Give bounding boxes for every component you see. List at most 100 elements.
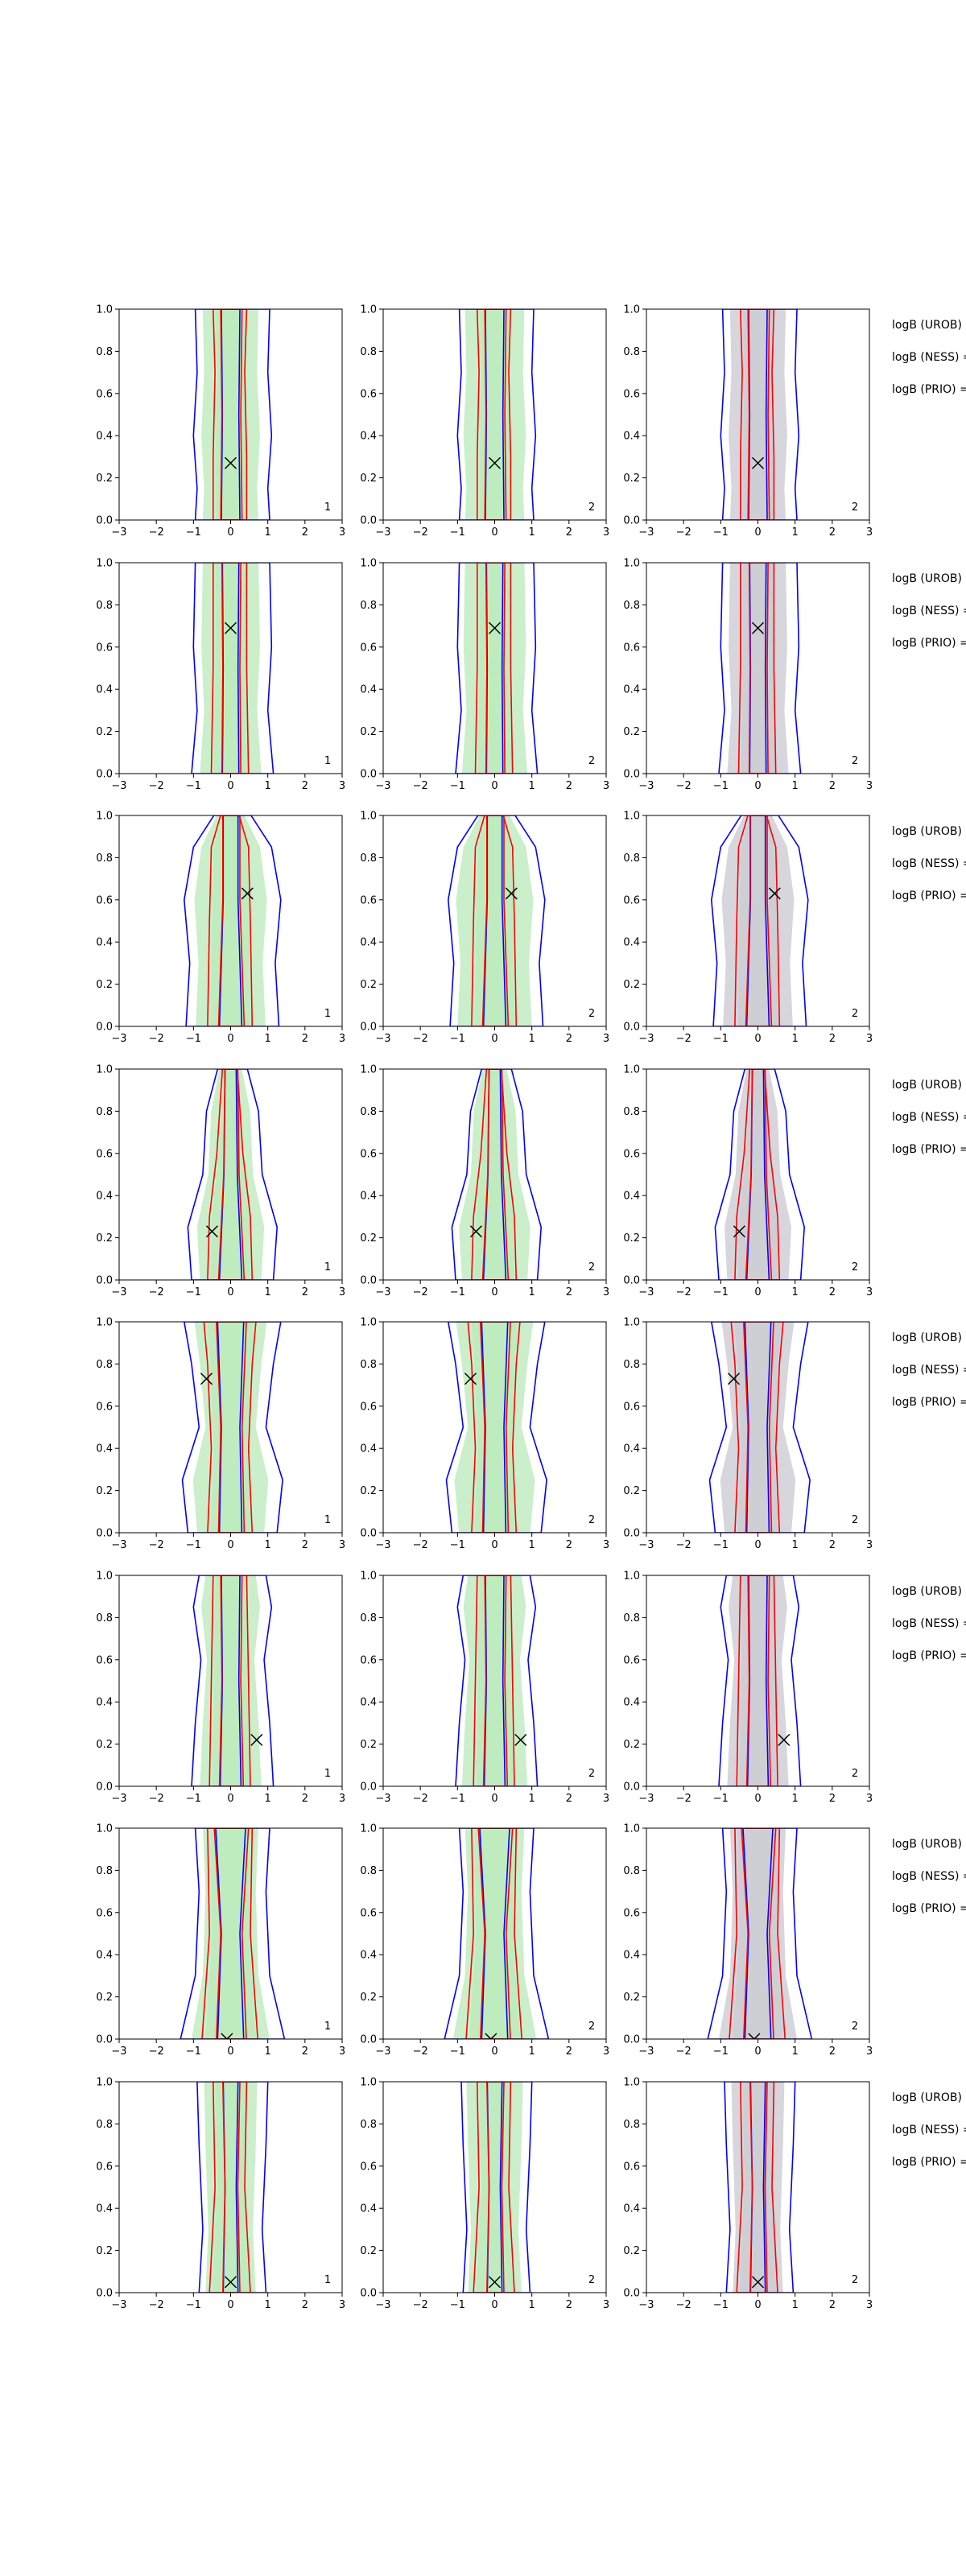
y-tick-label: 0.0 [360,515,377,527]
y-tick-label: 1.0 [360,2077,377,2089]
x-tick-label: −2 [413,1793,428,1805]
blue-contour-outer [460,2082,533,2293]
blue-contour-inner [217,1322,245,1533]
blue-contour-outer [196,2082,269,2293]
blue-contour-outer [191,563,275,774]
blue-contour-inner [482,815,507,1026]
x-tick-label: −2 [676,1033,691,1045]
marker-x [221,2033,233,2039]
red-contour-inner [213,1828,250,2039]
y-tick-label: 0.4 [623,1950,640,1962]
density-core-fill [476,1575,514,1786]
panel-r1-c1: −3 −2 −1 0 1 2 3 0.0 0.2 0.4 0.6 0.8 1.0 1 [96,304,345,539]
y-tick-label: 0.2 [360,1739,377,1751]
y-tick-label: 0.8 [623,346,640,358]
blue-contour-inner [744,1322,772,1533]
red-contour-inner [485,563,506,774]
x-tick-label: 3 [339,1033,345,1045]
marker-x [733,1225,745,1238]
x-tick-label: −1 [713,780,729,792]
y-tick-label: 0.2 [96,726,113,738]
x-tick-label: 0 [491,1793,497,1805]
y-tick-label: 0.4 [623,1697,640,1709]
red-contour-inner [217,815,246,1026]
side-label-3: logB (PRIO) = [892,383,966,396]
x-tick-label: −1 [450,2046,465,2058]
y-tick-label: 0.4 [360,431,377,443]
marker-x [727,1373,741,1385]
y-tick-label: 0.0 [96,1528,113,1540]
x-tick-label: 0 [491,1033,497,1045]
x-tick-label: −2 [413,1033,428,1045]
y-tick-label: 0.8 [360,1612,377,1624]
x-tick-label: −3 [638,526,654,539]
y-tick-label: 0.6 [96,1654,113,1666]
density-core-fill [739,1575,777,1786]
y-tick-label: 0.2 [96,1992,113,2004]
y-tick-label: 1.0 [623,304,640,316]
y-tick-label: 0.8 [96,2119,113,2131]
x-tick-label: −3 [638,1539,654,1551]
x-tick-label: 3 [866,1033,873,1045]
x-tick-label: 2 [566,2299,572,2311]
y-tick-label: 0.6 [360,2161,377,2173]
marker-x [469,1225,482,1238]
x-tick-label: 3 [603,2046,609,2058]
y-tick-label: 0.6 [623,1907,640,1919]
y-tick-label: 1.0 [96,1317,113,1329]
red-contour-inner [481,815,510,1026]
x-tick-label: −2 [149,526,164,539]
y-tick-label: 0.6 [360,388,377,400]
blue-contour-outer [191,1575,275,1786]
y-tick-label: 0.4 [96,1950,113,1962]
x-tick-label: −2 [676,780,691,792]
x-tick-label: 3 [603,780,609,792]
y-tick-label: 1.0 [623,1317,640,1329]
x-tick-label: 3 [866,2299,873,2311]
panel-id-label: 2 [852,1768,858,1780]
y-tick-label: 0.4 [623,937,640,949]
side-label-3: logB (PRIO) = [892,890,966,902]
x-tick-label: −3 [375,1033,390,1045]
blue-contour-inner [742,1828,774,2039]
y-tick-label: 1.0 [623,558,640,570]
red-contour-inner [217,1069,246,1280]
panel-r4-c1: −3 −2 −1 0 1 2 3 0.0 0.2 0.4 0.6 0.8 1.0 1 [96,1064,345,1299]
y-tick-label: 0.0 [96,2034,113,2046]
y-tick-label: 0.4 [623,684,640,696]
blue-contour-outer [707,1828,813,2039]
x-tick-label: 0 [754,2046,761,2058]
blue-contour-inner [481,1322,509,1533]
blue-contour-outer [183,815,282,1026]
x-tick-label: 2 [566,1033,572,1045]
y-tick-label: 0.4 [96,937,113,949]
side-label-2: logB (NESS) = [892,1111,966,1124]
side-label-1: logB (UROB) = [892,1079,966,1092]
x-tick-label: 0 [227,2046,233,2058]
red-contour-outer [473,1575,515,1786]
marker-x [488,621,502,634]
marker-x [488,456,502,469]
x-tick-label: 0 [227,1033,233,1045]
x-tick-label: −1 [186,526,201,539]
x-tick-label: −2 [413,780,428,792]
red-contour-outer [736,2082,778,2293]
x-tick-label: −2 [413,1539,428,1551]
x-tick-label: 3 [339,2046,345,2058]
x-tick-label: −3 [111,1286,126,1298]
red-contour-inner [479,1322,511,1533]
y-tick-label: 0.6 [360,1148,377,1160]
red-contour-inner [747,309,770,520]
x-tick-label: 1 [792,2299,799,2311]
x-tick-label: 2 [829,780,836,792]
y-tick-label: 0.2 [96,1232,113,1245]
y-tick-label: 0.8 [360,600,377,612]
y-tick-label: 0.4 [96,2203,113,2215]
red-contour-outer [473,2082,515,2293]
blue-contour-outer [192,309,273,520]
x-tick-label: 0 [491,2046,497,2058]
density-core-fill [734,1322,782,1533]
y-tick-label: 1.0 [96,1064,113,1076]
panel-id-label: 1 [324,2021,331,2033]
x-tick-label: −3 [638,780,654,792]
